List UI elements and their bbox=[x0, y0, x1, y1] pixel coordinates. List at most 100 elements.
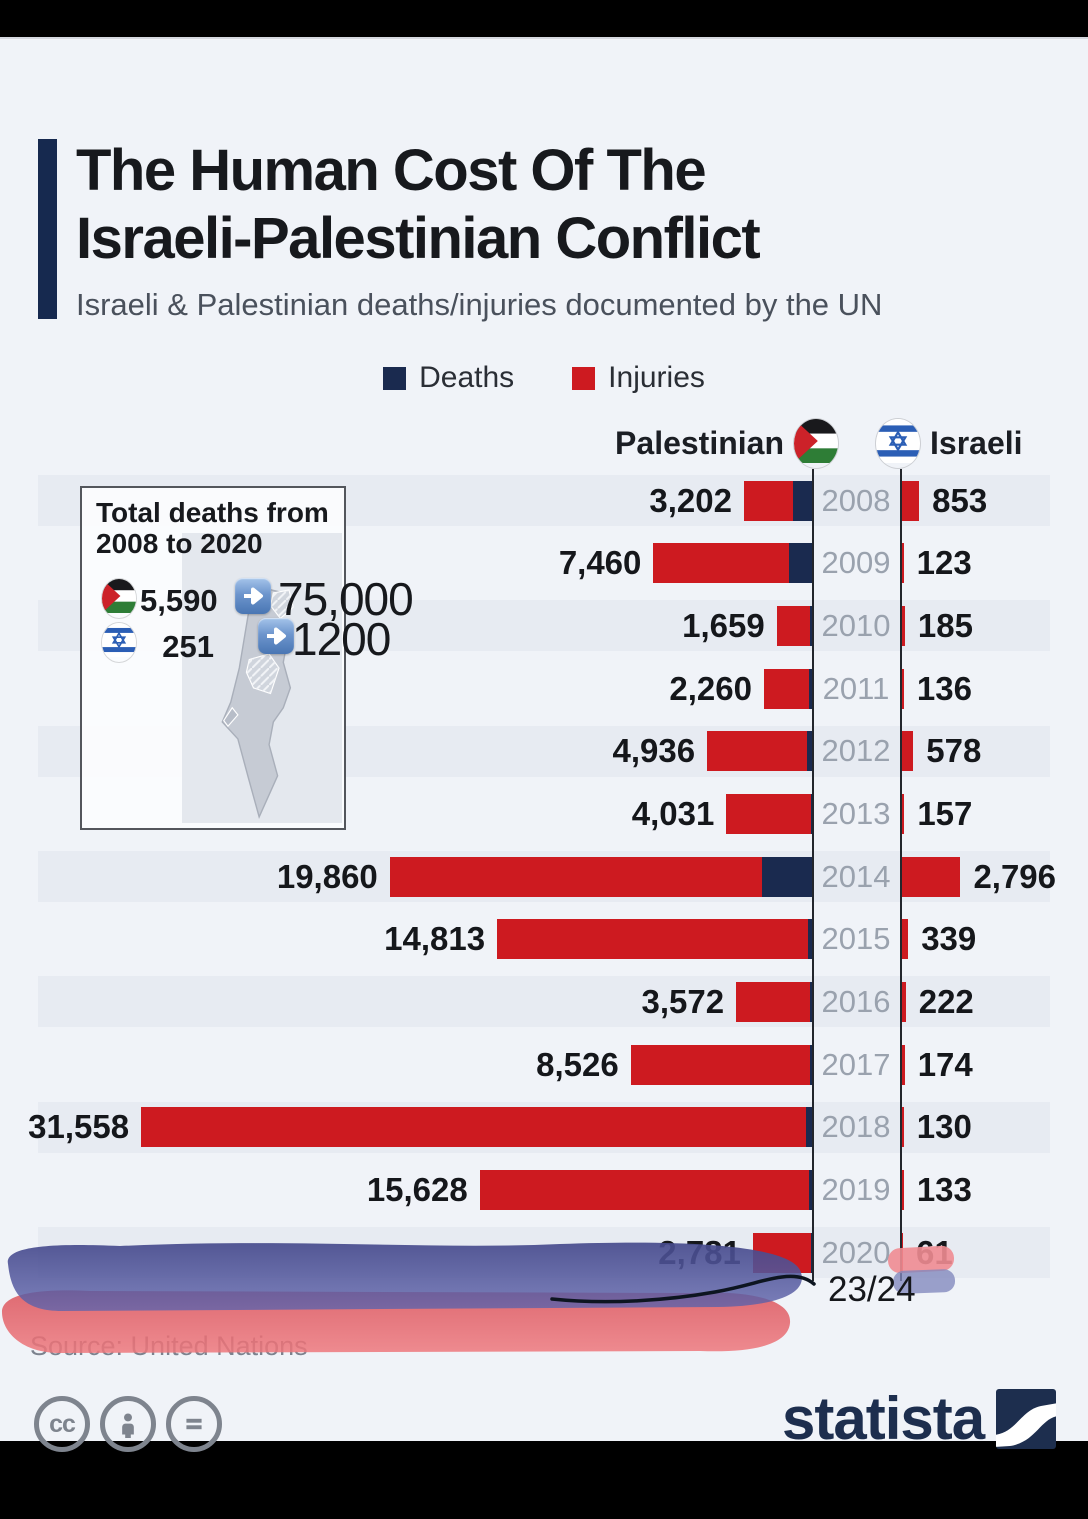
page-subtitle: Israeli & Palestinian deaths/injuries do… bbox=[76, 287, 883, 322]
palestinian-total-deaths-value: 5,590 bbox=[140, 583, 218, 618]
palestinian-deaths-segment-2008 bbox=[792, 480, 812, 521]
license-icons: cc bbox=[34, 1396, 222, 1452]
palestinian-deaths-segment-2012 bbox=[806, 731, 812, 772]
palestinian-value-2012: 4,936 bbox=[612, 732, 696, 770]
statista-logo: statista bbox=[782, 1385, 1057, 1454]
palestinian-bar-2018 bbox=[141, 1107, 812, 1148]
attribution-person-icon bbox=[100, 1396, 156, 1452]
israeli-annotation-value: 1200 bbox=[292, 613, 391, 665]
palestinian-deaths-segment-2018 bbox=[805, 1107, 812, 1148]
palestinian-bar-2020 bbox=[752, 1232, 812, 1273]
palestinian-deaths-segment-2020 bbox=[810, 1232, 812, 1273]
title-accent-bar bbox=[38, 139, 57, 319]
column-header-israeli: Israeli bbox=[876, 419, 1023, 468]
israeli-value-2013: 157 bbox=[917, 794, 973, 832]
year-label-2020: 2020 bbox=[821, 1234, 891, 1270]
israeli-value-2010: 185 bbox=[917, 606, 973, 644]
total-deaths-inset-box: Total deaths from 2008 to 2020 5,590 75,… bbox=[80, 486, 414, 830]
inset-title-line-2: 2008 to 2020 bbox=[96, 528, 263, 559]
palestinian-bar-2019 bbox=[479, 1169, 812, 1210]
israeli-bar-2012 bbox=[901, 731, 914, 772]
israeli-value-2009: 123 bbox=[916, 544, 972, 582]
israeli-value-2020: 61 bbox=[916, 1233, 953, 1271]
israeli-bar-2013 bbox=[901, 793, 905, 834]
israeli-bar-2010 bbox=[901, 605, 905, 646]
palestinian-deaths-segment-2017 bbox=[810, 1044, 812, 1085]
palestinian-value-2013: 4,031 bbox=[631, 794, 715, 832]
palestinian-deaths-segment-2015 bbox=[808, 919, 812, 960]
handwritten-note: 23/24 bbox=[828, 1270, 916, 1309]
statista-logo-mark-icon bbox=[996, 1389, 1057, 1454]
palestinian-value-2010: 1,659 bbox=[682, 606, 765, 644]
palestinian-value-2015: 14,813 bbox=[384, 920, 486, 958]
inset-title-line-1: Total deaths from bbox=[96, 497, 329, 528]
year-label-2012: 2012 bbox=[821, 733, 891, 769]
palestinian-deaths-segment-2019 bbox=[809, 1169, 812, 1210]
palestinian-value-2019: 15,628 bbox=[366, 1170, 468, 1208]
year-label-2011: 2011 bbox=[822, 670, 890, 706]
year-label-2013: 2013 bbox=[821, 795, 891, 831]
israeli-total-deaths-value: 251 bbox=[162, 629, 214, 664]
palestinian-deaths-segment-2014 bbox=[762, 856, 812, 897]
statista-logo-text: statista bbox=[782, 1385, 985, 1452]
palestinian-bar-2017 bbox=[630, 1044, 812, 1085]
palestinian-deaths-segment-2010 bbox=[810, 605, 812, 646]
palestinian-value-2016: 3,572 bbox=[641, 982, 725, 1020]
israeli-bar-2008 bbox=[901, 480, 920, 521]
palestinian-value-2020: 2,781 bbox=[658, 1233, 741, 1271]
row-band-2016 bbox=[38, 976, 1050, 1028]
palestinian-flag-icon bbox=[794, 419, 838, 468]
year-label-2018: 2018 bbox=[821, 1109, 891, 1145]
israeli-bar-2017 bbox=[901, 1044, 905, 1085]
palestinian-bar-2008 bbox=[743, 480, 812, 521]
israeli-bar-2011 bbox=[901, 668, 904, 709]
legend-item-injuries: Injuries bbox=[572, 361, 705, 395]
chart-legend: Deaths Injuries bbox=[0, 361, 1088, 395]
palestinian-bar-2009 bbox=[653, 543, 812, 584]
year-label-2019: 2019 bbox=[821, 1171, 891, 1207]
israeli-value-2014: 2,796 bbox=[973, 857, 1057, 895]
year-label-2010: 2010 bbox=[821, 607, 891, 643]
year-label-2009: 2009 bbox=[821, 545, 891, 581]
injuries-swatch-icon bbox=[572, 366, 596, 390]
israeli-value-2016: 222 bbox=[918, 982, 974, 1020]
page-title-line-2: Israeli-Palestinian Conflict bbox=[76, 206, 761, 271]
palestinian-flag-small-icon bbox=[102, 579, 136, 618]
year-label-2016: 2016 bbox=[821, 983, 891, 1019]
palestinian-bar-2016 bbox=[736, 981, 812, 1022]
israeli-value-2018: 130 bbox=[916, 1108, 972, 1146]
israeli-flag-icon bbox=[876, 419, 920, 468]
israeli-value-2015: 339 bbox=[921, 920, 977, 958]
year-label-2008: 2008 bbox=[821, 482, 891, 518]
year-label-2017: 2017 bbox=[821, 1046, 891, 1082]
israeli-bar-2018 bbox=[901, 1107, 904, 1148]
israeli-bar-2015 bbox=[901, 919, 909, 960]
israeli-flag-small-icon bbox=[102, 623, 136, 662]
palestinian-annotation-value: 75,000 bbox=[278, 573, 414, 625]
israeli-value-2008: 853 bbox=[932, 481, 988, 519]
israeli-value-2011: 136 bbox=[916, 669, 972, 707]
year-label-2014: 2014 bbox=[821, 858, 891, 894]
palestinian-value-2017: 8,526 bbox=[536, 1045, 619, 1083]
deaths-legend-label: Deaths bbox=[419, 361, 515, 394]
israeli-column-label: Israeli bbox=[930, 425, 1023, 461]
injuries-legend-label: Injuries bbox=[608, 361, 705, 394]
cc-icon: cc bbox=[34, 1396, 90, 1452]
israeli-bar-2009 bbox=[901, 543, 904, 584]
right-arrow-icon bbox=[258, 618, 294, 654]
top-black-bar bbox=[0, 0, 1088, 37]
palestinian-value-2009: 7,460 bbox=[558, 544, 642, 582]
palestinian-bar-2010 bbox=[776, 605, 812, 646]
right-arrow-icon bbox=[235, 578, 271, 614]
deaths-swatch-icon bbox=[383, 366, 407, 390]
israeli-bar-2014 bbox=[901, 856, 961, 897]
palestinian-value-2011: 2,260 bbox=[669, 669, 752, 707]
israeli-value-2017: 174 bbox=[917, 1045, 973, 1083]
israeli-value-2019: 133 bbox=[916, 1170, 972, 1208]
infographic-card: The Human Cost Of The Israeli-Palestinia… bbox=[0, 37, 1088, 1452]
palestinian-deaths-segment-2013 bbox=[810, 793, 812, 834]
israeli-bar-2016 bbox=[901, 981, 906, 1022]
palestinian-bar-2014 bbox=[389, 856, 812, 897]
palestinian-deaths-segment-2009 bbox=[789, 543, 812, 584]
